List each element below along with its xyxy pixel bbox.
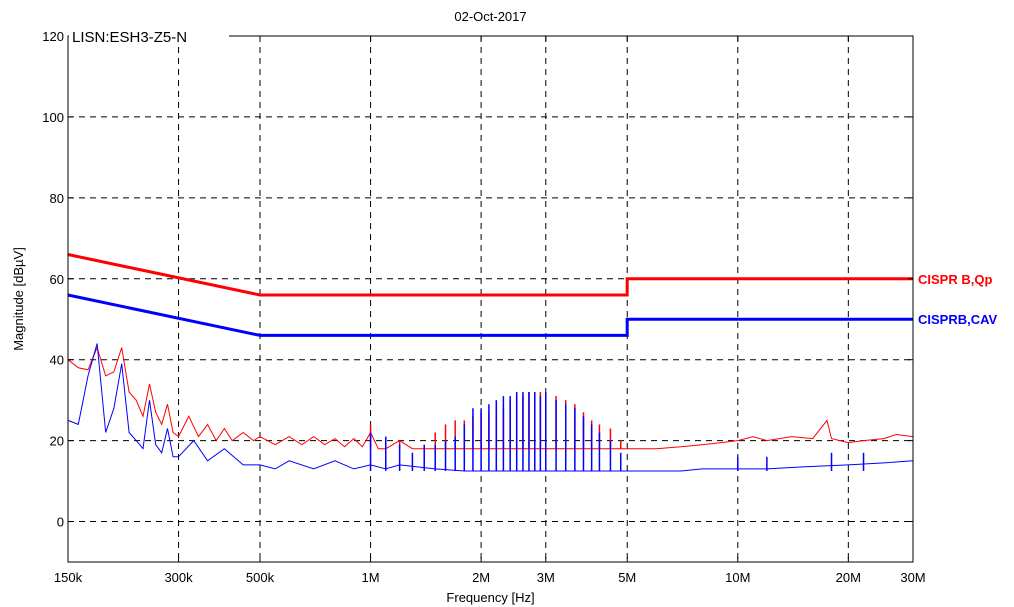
x-tick-label: 10M [725, 570, 750, 585]
y-tick-label: 120 [42, 29, 64, 44]
x-tick-label: 20M [836, 570, 861, 585]
x-tick-label: 300k [164, 570, 193, 585]
lisn-annotation-bg [69, 28, 229, 46]
avg-limit-line [67, 293, 913, 337]
x-tick-label: 150k [54, 570, 83, 585]
y-tick-label: 0 [57, 515, 64, 530]
x-axis-label: Frequency [Hz] [446, 590, 534, 605]
y-tick-label: 40 [50, 353, 64, 368]
data-layer [67, 343, 914, 472]
x-tick-label: 5M [618, 570, 636, 585]
quasi-peak-trace [67, 346, 914, 450]
x-tick-label: 2M [472, 570, 490, 585]
lisn-annotation-text: LISN:ESH3-Z5-N [72, 29, 187, 46]
y-tick-label: 80 [50, 191, 64, 206]
y-tick-label: 60 [50, 272, 64, 287]
y-tick-label: 100 [42, 110, 64, 125]
x-tick-label: 30M [900, 570, 925, 585]
grid [68, 36, 913, 562]
x-tick-label: 1M [362, 570, 380, 585]
limit-labels: CISPR B,Qp CISPRB,CAV [918, 272, 998, 327]
x-tick-label: 500k [246, 570, 275, 585]
y-axis-label: Magnitude [dBµV] [11, 247, 26, 351]
limit-lines [67, 253, 913, 337]
x-tick-label: 3M [537, 570, 555, 585]
avg-limit-label: CISPRB,CAV [918, 312, 998, 327]
average-trace [67, 343, 914, 472]
y-tick-label: 20 [50, 434, 64, 449]
plot-frame [67, 35, 914, 563]
lisn-annotation: LISN:ESH3-Z5-N [69, 28, 229, 46]
tick-labels: 150k 300k 500k 1M 2M 3M 5M 10M 20M 30M 0 20 40 60 80 10… [42, 29, 925, 585]
qp-limit-line [67, 253, 913, 297]
qp-limit-label: CISPR B,Qp [918, 272, 992, 287]
chart-title: 02-Oct-2017 [454, 9, 526, 24]
